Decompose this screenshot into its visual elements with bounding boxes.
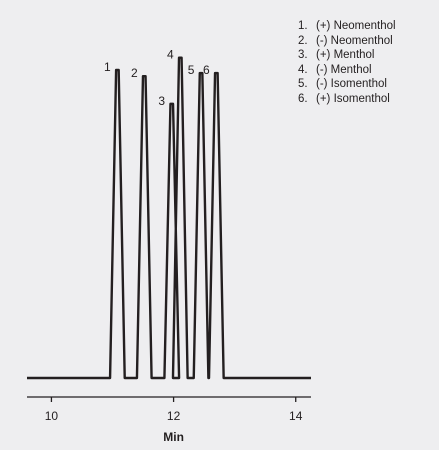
legend-item: 5. (-) Isomenthol [298,77,396,92]
legend-item: 3. (+) Menthol [298,48,396,63]
peak-labels: 1 2 3 45 6 [104,48,210,108]
legend-number: 6. [298,92,308,105]
legend-label: (+) Menthol [316,49,375,62]
legend-number: 1. [298,20,308,32]
x-tick-label: 10 [45,409,59,423]
peak-label: 1 [104,60,111,74]
legend-number: 2. [298,34,308,47]
chromatogram-trace [27,56,311,380]
peak-label: 2 [131,66,138,80]
legend-label: (-) Isomenthol [316,78,387,91]
legend-item: 2. (-) Neomenthol [298,34,396,49]
x-ticks: 10 12 14 [45,397,303,423]
x-tick-label: 12 [167,409,181,423]
legend-label: (-) Menthol [316,63,372,76]
legend-item: 4. (-) Menthol [298,63,396,78]
legend-number: 5. [298,78,308,91]
legend-item: 1. (+) Neomenthol [298,19,396,34]
peak-label: 3 [158,94,165,108]
x-tick-label: 14 [289,409,303,423]
peak-label: 4 [167,48,174,62]
x-axis: 10 12 14 Min [27,396,311,444]
legend-label: (+) Isomenthol [316,92,390,105]
peak-label: 6 [203,63,210,77]
legend-label: (-) Neomenthol [316,34,393,47]
x-axis-label: Min [163,430,184,444]
legend-item: 6. (+) Isomenthol [298,92,396,107]
legend-number: 3. [298,49,308,62]
peak-label: 5 [188,63,195,77]
legend: 1. (+) Neomenthol 2. (-) Neomenthol 3. (+) Me… [298,19,396,107]
legend-number: 4. [298,63,308,76]
legend-label: (+) Neomenthol [316,20,396,32]
